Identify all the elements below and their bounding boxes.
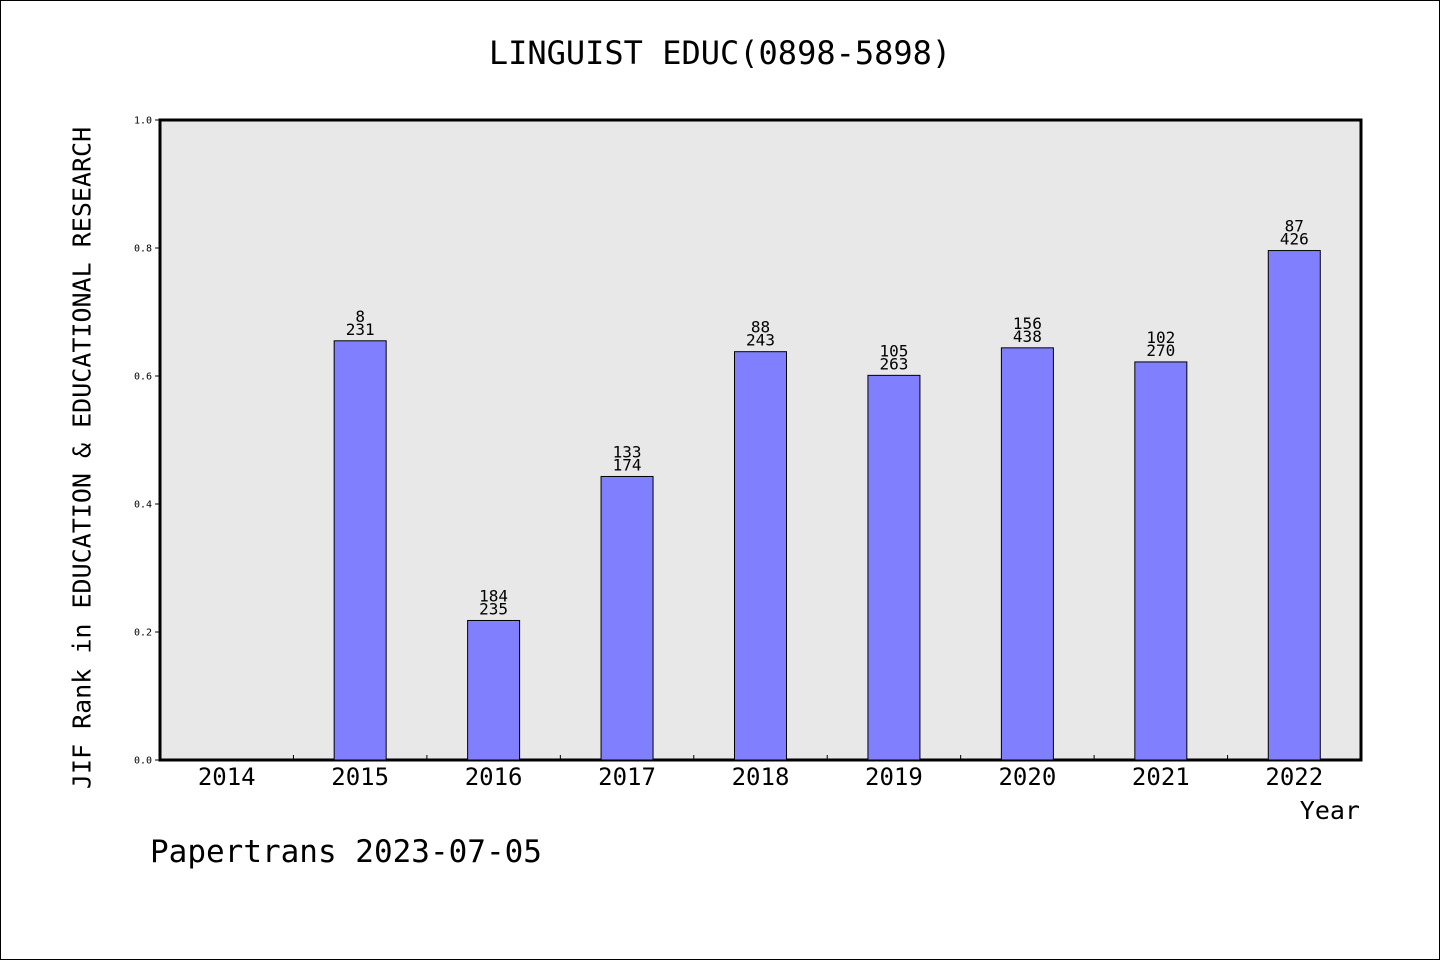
y-tick-label: 0.6 (134, 372, 152, 383)
bar-label-total: 438 (1013, 327, 1042, 346)
bar-label-rank: 8 (355, 307, 365, 326)
y-axis-label: JIF Rank in EDUCATION & EDUCATIONAL RESE… (67, 126, 97, 790)
footer-note: Papertrans 2023-07-05 (150, 834, 542, 870)
bar-label-total: 235 (479, 599, 508, 618)
bar (333, 340, 387, 761)
bar-label-rank: 87 (1285, 217, 1304, 236)
y-tick-label: 0.2 (134, 628, 152, 639)
bar-label-total: 243 (746, 331, 775, 350)
x-tick-label: 2018 (732, 763, 790, 791)
x-tick-label: 2020 (998, 763, 1056, 791)
y-tick-label: 0.8 (134, 244, 152, 255)
bar-label-total: 270 (1146, 341, 1175, 360)
bar (1134, 361, 1188, 761)
bar (1267, 250, 1321, 761)
bar (867, 374, 921, 761)
x-tick-label: 2014 (198, 763, 256, 791)
bar (600, 475, 654, 761)
bar-label-rank: 133 (613, 442, 642, 461)
bar (734, 351, 787, 761)
y-tick-label: 1.0 (134, 116, 152, 127)
bar-label-rank: 105 (879, 341, 908, 360)
bar-label-rank: 102 (1146, 328, 1175, 347)
x-axis-label: Year (1299, 796, 1360, 825)
bar-label-total: 231 (346, 320, 375, 339)
x-tick-label: 2017 (598, 763, 656, 791)
bar (1000, 347, 1054, 761)
chart-title: LINGUIST EDUC(0898-5898) (488, 34, 952, 72)
bar-label-total: 174 (613, 455, 642, 474)
x-tick-label: 2019 (865, 763, 923, 791)
bar-label-rank: 88 (751, 318, 770, 337)
bar-label-rank: 156 (1013, 314, 1042, 333)
bar-label-total: 426 (1280, 230, 1309, 249)
x-tick-label: 2016 (465, 763, 523, 791)
bar-label-rank: 184 (479, 586, 508, 605)
y-tick-label: 0.0 (134, 756, 152, 767)
y-tick-label: 0.4 (134, 500, 152, 511)
x-tick-label: 2021 (1132, 763, 1190, 791)
bar-label-total: 263 (879, 354, 908, 373)
x-tick-label: 2022 (1265, 763, 1323, 791)
bar (467, 619, 521, 761)
x-tick-label: 2015 (331, 763, 389, 791)
